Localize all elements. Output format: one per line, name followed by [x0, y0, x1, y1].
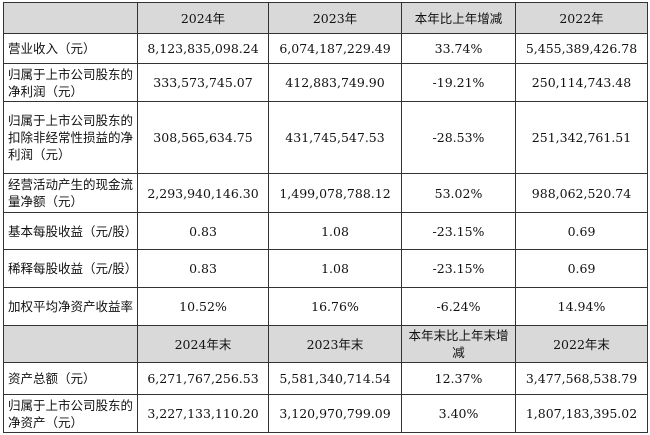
value-change: -23.15% — [401, 212, 516, 250]
table-row: 营业收入（元） 8,123,835,098.24 6,074,187,229.4… — [3, 33, 648, 64]
header-2023: 2023年 — [268, 2, 402, 34]
value-2023: 1.08 — [268, 212, 402, 250]
value-2022: 0.69 — [515, 249, 648, 288]
table-row: 归属于上市公司股东的净利润（元） 333,573,745.07 412,883,… — [3, 63, 648, 102]
header-change: 本年比上年增减 — [401, 2, 516, 34]
value-change: -19.21% — [401, 63, 516, 102]
value-2023: 6,074,187,229.49 — [268, 33, 402, 64]
value-2024: 0.83 — [137, 249, 269, 288]
row-label: 基本每股收益（元/股） — [3, 212, 138, 250]
value-change: 33.74% — [401, 33, 516, 64]
header-row-annual: 2024年 2023年 本年比上年增减 2022年 — [3, 2, 648, 34]
header-2022: 2022年 — [515, 2, 648, 34]
value-2024: 3,227,133,110.20 — [137, 394, 269, 433]
value-2024: 333,573,745.07 — [137, 63, 269, 102]
value-2024: 2,293,940,146.30 — [137, 173, 269, 213]
value-2024: 8,123,835,098.24 — [137, 33, 269, 64]
table-row: 资产总额（元） 6,271,767,256.53 5,581,340,714.5… — [3, 362, 648, 395]
value-2022: 5,455,389,426.78 — [515, 33, 648, 64]
row-label: 加权平均净资产收益率 — [3, 287, 138, 326]
table-row: 归属于上市公司股东的扣除非经常性损益的净利润（元） 308,565,634.75… — [3, 101, 648, 174]
value-2022: 250,114,743.48 — [515, 63, 648, 102]
value-change: -28.53% — [401, 101, 516, 174]
table-row: 加权平均净资产收益率 10.52% 16.76% -6.24% 14.94% — [3, 287, 648, 326]
table-row: 归属于上市公司股东的净资产（元） 3,227,133,110.20 3,120,… — [3, 394, 648, 433]
row-label: 资产总额（元） — [3, 362, 138, 395]
value-2022: 0.69 — [515, 212, 648, 250]
value-change: 53.02% — [401, 173, 516, 213]
value-2022: 14.94% — [515, 287, 648, 326]
value-change: 3.40% — [401, 394, 516, 433]
value-2023: 431,745,547.53 — [268, 101, 402, 174]
value-2023: 1,499,078,788.12 — [268, 173, 402, 213]
value-2023: 412,883,749.90 — [268, 63, 402, 102]
table-row: 基本每股收益（元/股） 0.83 1.08 -23.15% 0.69 — [3, 212, 648, 250]
value-change: -23.15% — [401, 249, 516, 288]
value-2024: 10.52% — [137, 287, 269, 326]
header-change-end: 本年末比上年末增减 — [401, 325, 516, 363]
value-change: 12.37% — [401, 362, 516, 395]
table-row: 经营活动产生的现金流量净额（元） 2,293,940,146.30 1,499,… — [3, 173, 648, 213]
row-label: 归属于上市公司股东的净资产（元） — [3, 394, 138, 433]
row-label: 归属于上市公司股东的净利润（元） — [3, 63, 138, 102]
header-corner-cell — [3, 2, 138, 34]
value-2023: 1.08 — [268, 249, 402, 288]
header-2023-end: 2023年末 — [268, 325, 402, 363]
value-2024: 6,271,767,256.53 — [137, 362, 269, 395]
header-2024: 2024年 — [137, 2, 269, 34]
header-row-year-end: 2024年末 2023年末 本年末比上年末增减 2022年末 — [3, 325, 648, 363]
value-2023: 16.76% — [268, 287, 402, 326]
row-label: 营业收入（元） — [3, 33, 138, 64]
table-row: 稀释每股收益（元/股） 0.83 1.08 -23.15% 0.69 — [3, 249, 648, 288]
value-2022: 3,477,568,538.79 — [515, 362, 648, 395]
value-2022: 988,062,520.74 — [515, 173, 648, 213]
value-2022: 1,807,183,395.02 — [515, 394, 648, 433]
value-2023: 3,120,970,799.09 — [268, 394, 402, 433]
value-2024: 308,565,634.75 — [137, 101, 269, 174]
header-2022-end: 2022年末 — [515, 325, 648, 363]
row-label: 经营活动产生的现金流量净额（元） — [3, 173, 138, 213]
value-2024: 0.83 — [137, 212, 269, 250]
header-corner-cell — [3, 325, 138, 363]
value-change: -6.24% — [401, 287, 516, 326]
value-2023: 5,581,340,714.54 — [268, 362, 402, 395]
financial-summary-table: 2024年 2023年 本年比上年增减 2022年 营业收入（元） 8,123,… — [3, 2, 648, 433]
header-2024-end: 2024年末 — [137, 325, 269, 363]
row-label: 归属于上市公司股东的扣除非经常性损益的净利润（元） — [3, 101, 138, 174]
row-label: 稀释每股收益（元/股） — [3, 249, 138, 288]
value-2022: 251,342,761.51 — [515, 101, 648, 174]
